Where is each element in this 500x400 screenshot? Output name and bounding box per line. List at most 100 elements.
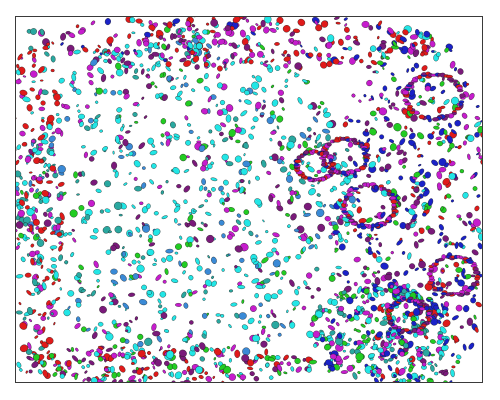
nucleus-mark (369, 128, 377, 136)
nucleus-mark (265, 251, 274, 258)
nucleus-mark (337, 218, 344, 226)
nucleus-mark (398, 159, 404, 166)
nucleus-mark (205, 375, 212, 382)
nucleus-mark (213, 362, 217, 366)
nucleus-mark (37, 134, 46, 141)
nucleus-mark (72, 237, 77, 243)
nucleus-mark (442, 178, 450, 186)
nucleus-mark (93, 260, 99, 269)
nucleus-mark (368, 241, 372, 245)
nucleus-mark (213, 143, 216, 148)
nucleus-mark (38, 173, 42, 178)
nucleus-mark (225, 161, 234, 167)
nucleus-mark (178, 68, 184, 72)
nucleus-mark (455, 359, 461, 364)
nucleus-mark (135, 18, 143, 24)
nucleus-mark (129, 319, 133, 324)
nucleus-mark (58, 77, 65, 84)
nucleus-mark (370, 304, 378, 312)
nucleus-mark (289, 279, 295, 287)
nucleus-mark (276, 17, 284, 25)
nucleus-mark (243, 153, 246, 157)
nucleus-mark (252, 91, 258, 96)
nucleus-mark (436, 51, 441, 57)
nucleus-mark (99, 52, 103, 56)
nucleus-mark (222, 58, 229, 65)
nucleus-mark (262, 219, 265, 223)
nucleus-mark (342, 47, 348, 51)
nucleus-mark (211, 275, 214, 279)
nucleus-mark (412, 363, 416, 367)
nucleus-mark (73, 171, 78, 179)
nucleus-mark (462, 267, 466, 274)
nucleus-mark (157, 41, 160, 46)
nucleus-mark (462, 275, 467, 279)
nucleus-mark (207, 255, 210, 259)
nucleus-mark (445, 286, 449, 290)
nucleus-mark (195, 42, 203, 50)
nucleus-mark (252, 116, 259, 123)
nucleus-mark (241, 324, 249, 330)
nucleus-mark (183, 185, 191, 193)
nucleus-mark (100, 376, 105, 381)
gland-nucleus-mark (388, 306, 395, 310)
gland-nucleus-mark (419, 299, 425, 303)
nucleus-mark (330, 318, 336, 324)
nucleus-mark (427, 198, 434, 207)
nucleus-mark (417, 164, 422, 167)
nucleus-mark (398, 378, 403, 382)
nucleus-mark (367, 250, 374, 255)
nucleus-mark (477, 126, 482, 134)
nucleus-mark (454, 146, 458, 149)
nucleus-mark (41, 118, 45, 123)
nucleus-mark (234, 312, 240, 319)
nucleus-mark (198, 204, 205, 209)
nucleus-mark (382, 66, 385, 70)
nucleus-mark (262, 99, 266, 104)
nucleus-mark (135, 366, 139, 371)
nucleus-mark (40, 100, 46, 106)
nucleus-mark (341, 191, 347, 196)
nucleus-mark (408, 361, 413, 365)
nucleus-mark (124, 43, 130, 49)
nucleus-mark (283, 63, 289, 69)
nucleus-mark (45, 337, 54, 345)
nucleus-mark (224, 25, 231, 32)
nucleus-mark (410, 114, 418, 122)
nucleus-mark (262, 62, 268, 67)
nucleus-mark (462, 220, 468, 227)
nucleus-mark (276, 204, 284, 212)
nucleus-mark (274, 65, 281, 71)
nucleus-mark (335, 240, 339, 246)
nucleus-mark (315, 315, 318, 319)
nucleus-mark (369, 296, 376, 302)
nucleus-mark (102, 226, 111, 234)
nucleus-mark (99, 129, 103, 133)
nucleus-mark (174, 218, 178, 224)
nucleus-mark (453, 67, 458, 72)
nucleus-mark (101, 374, 105, 377)
nucleus-mark (123, 93, 130, 100)
nucleus-mark (31, 175, 36, 181)
nucleus-mark (423, 30, 431, 38)
nucleus-mark (325, 134, 331, 142)
nucleus-mark (132, 75, 139, 80)
nucleus-mark (174, 371, 183, 380)
nucleus-mark (192, 159, 198, 167)
nucleus-mark (149, 150, 158, 156)
nucleus-mark (140, 68, 145, 75)
nucleus-mark (478, 233, 482, 241)
nucleus-mark (50, 312, 54, 316)
nucleus-mark (314, 174, 319, 177)
nucleus-mark (398, 47, 403, 51)
nucleus-mark (385, 256, 391, 261)
nucleus-mark (179, 57, 187, 63)
nucleus-mark (329, 340, 335, 347)
nucleus-mark (131, 204, 136, 209)
nucleus-mark (395, 378, 399, 382)
nucleus-mark (307, 104, 314, 110)
nucleus-mark (339, 180, 346, 186)
nucleus-mark (165, 65, 171, 72)
gland-nucleus-mark (294, 159, 302, 164)
nucleus-mark (421, 362, 427, 367)
